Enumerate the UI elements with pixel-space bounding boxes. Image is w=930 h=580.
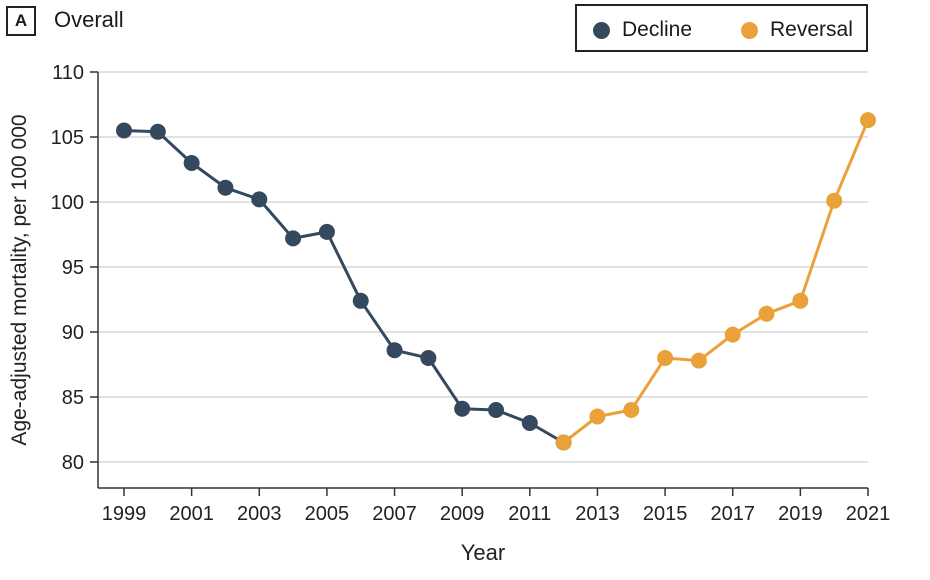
axes [90,71,869,496]
y-tick-label-105: 105 [51,127,84,149]
legend-label-reversal: Reversal [770,18,853,41]
y-tick-label-100: 100 [51,192,84,214]
legend-item-decline: Decline [593,18,692,42]
legend-label-decline: Decline [622,18,693,41]
data-point-reversal-2012 [555,434,572,451]
data-point-decline-1999 [116,122,132,139]
legend: Decline Reversal [575,4,868,52]
x-tick-label-2007: 2007 [372,503,417,525]
x-tick-label-2019: 2019 [778,503,823,525]
data-point-reversal-2014 [623,402,640,418]
tick-labels: 80 85 90 95 100 105 110 1999 2001 2003 2005 2007 200… [51,62,891,525]
data-point-decline-2007 [386,342,403,359]
panel-label: A [6,6,36,36]
data-point-reversal-2016 [690,352,707,369]
x-tick-label-2015: 2015 [643,503,688,525]
x-tick-label-2005: 2005 [305,503,350,525]
y-tick-label-85: 85 [62,387,84,409]
y-tick-label-90: 90 [62,322,84,344]
x-tick-label-1999: 1999 [102,503,147,525]
x-tick-label-2021: 2021 [846,503,891,525]
data-point-decline-2000 [149,123,166,140]
x-tick-label-2011: 2011 [508,503,551,525]
data-point-reversal-2020 [826,192,843,209]
series-line-decline [123,129,565,444]
legend-marker-decline [593,21,610,39]
data-point-decline-2011 [521,415,538,431]
x-tick-label-2003: 2003 [237,503,282,525]
data-point-reversal-2017 [724,326,741,343]
data-point-decline-2003 [251,191,268,208]
x-tick-label-2001: 2001 [169,503,214,525]
data-point-decline-2005 [318,223,335,240]
data-point-reversal-2021 [860,112,876,129]
gridlines [98,71,868,463]
x-axis-label: Year [461,540,505,565]
x-tick-label-2017: 2017 [710,503,755,525]
data-point-decline-2006 [352,292,369,309]
data-point-decline-2002 [217,179,234,196]
y-tick-label-95: 95 [62,257,84,279]
series-line-reversal [562,119,870,444]
x-tick-label-2009: 2009 [440,503,485,525]
data-point-decline-2009 [454,400,471,417]
data-point-reversal-2015 [657,350,674,366]
data-point-decline-2001 [183,155,200,171]
y-axis-label: Age-adjusted mortality, per 100 000 [8,114,31,445]
y-tick-label-80: 80 [62,452,84,474]
series [116,112,876,451]
y-tick-label-110: 110 [52,62,84,84]
legend-marker-reversal [741,21,758,39]
data-point-reversal-2018 [758,305,775,322]
data-point-decline-2004 [285,230,302,247]
data-point-decline-2010 [488,402,504,418]
legend-item-reversal: Reversal [741,18,853,42]
x-tick-label-2013: 2013 [575,503,620,525]
data-point-reversal-2013 [589,408,606,425]
data-point-reversal-2019 [792,292,809,309]
data-point-decline-2008 [420,350,437,366]
panel-title: Overall [54,7,124,32]
